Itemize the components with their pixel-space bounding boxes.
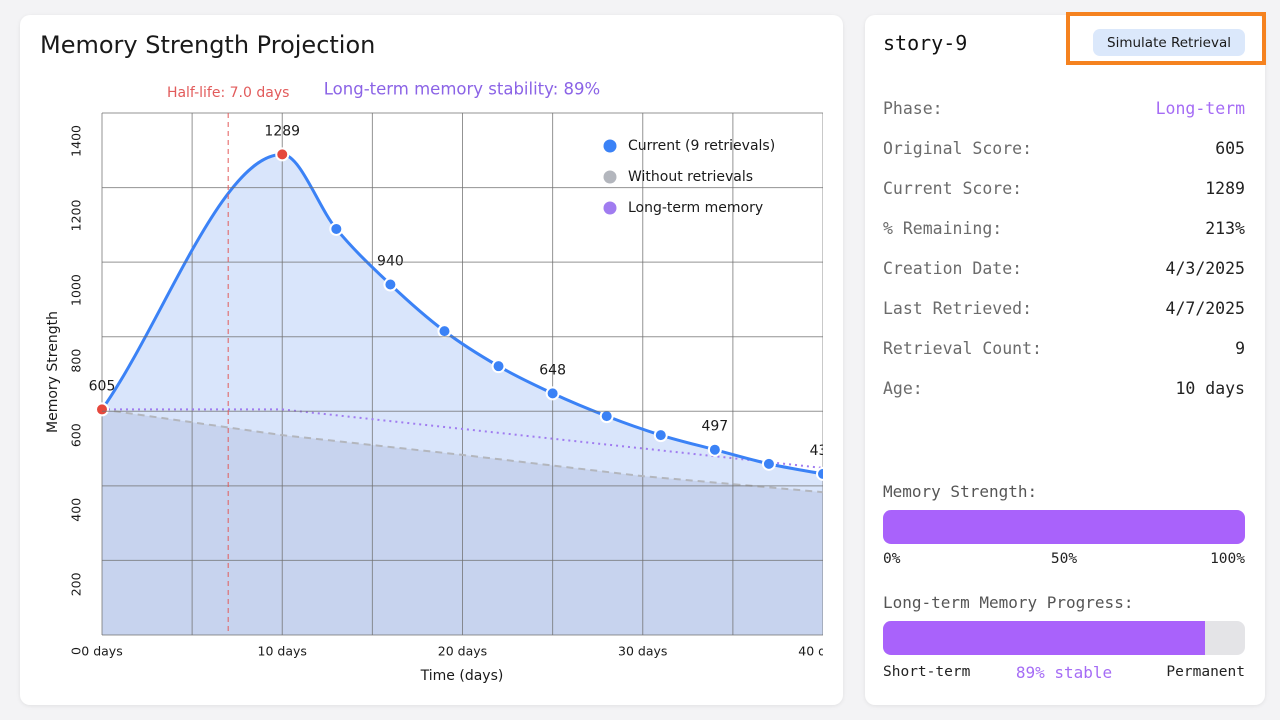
data-label: 648 <box>539 362 566 378</box>
data-point <box>653 428 668 443</box>
plot: 0 days 10 days 20 days 30 days 40 days 605 128… <box>81 113 847 659</box>
progress-middle: 89% stable <box>1015 663 1113 682</box>
strength-tick: 50% <box>1050 551 1078 567</box>
y-tick-label: 0 <box>69 647 84 655</box>
legend-label: Long-term memory <box>628 200 763 216</box>
y-tick-label: 1000 <box>69 274 84 306</box>
y-axis-title: Memory Strength <box>45 311 61 433</box>
strength-label: Memory Strength: <box>883 482 1038 501</box>
data-point <box>383 277 398 292</box>
detail-row: % Remaining: 213% <box>883 216 1245 240</box>
detail-row: Last Retrieved: 4/7/2025 <box>883 296 1245 320</box>
detail-row: Phase: Long-term <box>883 96 1245 120</box>
story-id: story-9 <box>883 31 968 55</box>
data-point <box>707 442 722 457</box>
detail-label: Creation Date: <box>883 258 1023 278</box>
legend-marker <box>603 201 617 215</box>
x-tick-label: 40 days <box>798 644 847 659</box>
progress-bar-track <box>883 621 1245 655</box>
detail-value: 4/7/2025 <box>1165 298 1245 318</box>
x-tick-label: 30 days <box>618 644 667 659</box>
detail-value: 213% <box>1205 218 1245 238</box>
y-tick-label: 400 <box>69 498 84 522</box>
detail-label: Retrieval Count: <box>883 338 1042 358</box>
detail-card: story-9 Simulate Retrieval Phase: Long-te… <box>865 12 1266 705</box>
detail-label: Age: <box>883 378 923 398</box>
detail-row: Retrieval Count: 9 <box>883 336 1245 360</box>
data-point <box>437 324 452 339</box>
progress-bar-fill <box>883 621 1206 655</box>
legend-marker <box>603 139 617 153</box>
y-tick-label: 800 <box>69 349 84 373</box>
data-label: 432 <box>810 443 837 459</box>
simulate-button[interactable]: Simulate Retrieval <box>1093 29 1245 56</box>
half-life-label: Half-life: 7.0 days <box>167 85 289 101</box>
strength-tick: 0% <box>883 551 901 567</box>
data-point <box>275 147 290 162</box>
detail-label: Original Score: <box>883 138 1033 158</box>
detail-row: Original Score: 605 <box>883 136 1245 160</box>
detail-label: Phase: <box>883 98 943 118</box>
detail-label: % Remaining: <box>883 218 1003 238</box>
data-point <box>599 409 614 424</box>
progress-right: Permanent <box>1166 664 1245 680</box>
data-label: 1289 <box>264 123 300 139</box>
detail-row: Current Score: 1289 <box>883 176 1245 200</box>
chart-title: Memory Strength Projection <box>40 31 375 59</box>
y-tick-label: 1400 <box>69 125 84 157</box>
detail-value: 9 <box>1235 338 1245 358</box>
strength-bar-track <box>883 510 1245 544</box>
data-point <box>761 456 776 471</box>
data-point <box>816 466 823 481</box>
strength-bar-fill <box>883 510 1245 544</box>
progress-left: Short-term <box>883 664 971 680</box>
y-tick-label: 600 <box>69 423 84 447</box>
data-point <box>491 359 506 374</box>
detail-row: Age: 10 days <box>883 376 1245 400</box>
x-tick-label: 10 days <box>258 644 307 659</box>
y-tick-label: 200 <box>69 572 84 596</box>
detail-value: 1289 <box>1205 178 1245 198</box>
legend-marker <box>603 170 617 184</box>
detail-value: 605 <box>1215 138 1245 158</box>
detail-label: Last Retrieved: <box>883 298 1033 318</box>
x-tick-label: 20 days <box>438 644 487 659</box>
detail-value: 10 days <box>1175 378 1245 398</box>
data-point <box>95 402 109 417</box>
data-point <box>329 221 344 236</box>
series-line <box>101 408 823 494</box>
x-tick-label: 0 days <box>81 644 122 659</box>
detail-value: 4/3/2025 <box>1165 258 1245 278</box>
y-tick-label: 1200 <box>69 200 84 232</box>
detail-label: Current Score: <box>883 178 1023 198</box>
data-label: 497 <box>701 419 728 435</box>
series-line <box>102 408 823 469</box>
highlight-box <box>1066 12 1266 65</box>
detail-value: Long-term <box>1155 98 1245 118</box>
chart: Memory Strength Projection Time (days) M… <box>40 31 847 684</box>
stability-label: Long-term memory stability: 89% <box>324 80 600 99</box>
x-axis-title: Time (days) <box>420 668 504 684</box>
progress-label: Long-term Memory Progress: <box>883 593 1134 612</box>
legend-label: Current (9 retrievals) <box>628 138 775 154</box>
data-label: 605 <box>89 378 116 394</box>
data-label: 940 <box>377 254 404 270</box>
detail-row: Creation Date: 4/3/2025 <box>883 256 1245 280</box>
legend-label: Without retrievals <box>628 169 753 185</box>
strength-tick: 100% <box>1210 551 1245 567</box>
data-point <box>545 386 560 401</box>
